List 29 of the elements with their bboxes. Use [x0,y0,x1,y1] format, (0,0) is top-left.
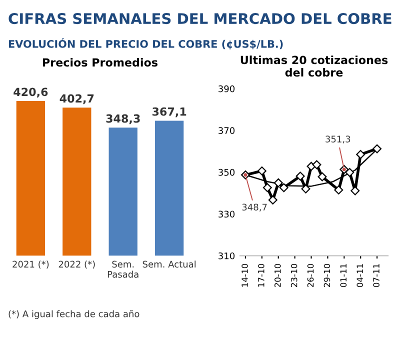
x-tick-label: Sem. Pasada [108,260,138,278]
x-tick-label: 01-11 [340,264,347,288]
annotation: 348,7 [242,204,267,212]
chart-title: Precios Promedios [42,58,158,67]
x-tick-label: 14-10 [242,264,248,287]
x-tick-label: 20-10 [274,264,281,287]
chart-title: Ultimas 20 cotizaciones del cobre [240,56,388,77]
text: EVOLUCIÓN DEL PRECIO DEL COBRE (¢US$/LB.) [8,38,283,50]
x-tick-label: Sem. Actual [142,260,196,268]
text: CIFRAS SEMANALES DEL MERCADO DEL COBRE [8,13,392,24]
data-label: 367,1 [152,107,186,118]
x-tick-label: 17-10 [258,264,264,287]
data-label: 420,6 [14,88,48,98]
annotation: 351,3 [326,136,350,144]
data-label: 402,7 [60,94,94,104]
x-tick-label: 26-10 [307,264,314,287]
text: (*) A igual fecha de cada año [8,310,140,320]
x-tick-label: 23-10 [290,264,298,287]
y-tick-label: 390 [218,85,235,92]
y-tick-label: 370 [218,127,235,134]
data-label: 348,3 [106,114,140,124]
x-tick-label: 07-11 [373,264,380,288]
y-tick-label: 310 [218,252,235,260]
y-tick-label: 350 [218,168,235,176]
y-tick-label: 330 [218,210,235,218]
x-tick-label: 04-11 [356,264,364,288]
x-tick-label: 29-10 [324,264,330,287]
x-tick-label: 2021 (*) [12,260,49,269]
x-tick-label: 2022 (*) [58,260,95,269]
